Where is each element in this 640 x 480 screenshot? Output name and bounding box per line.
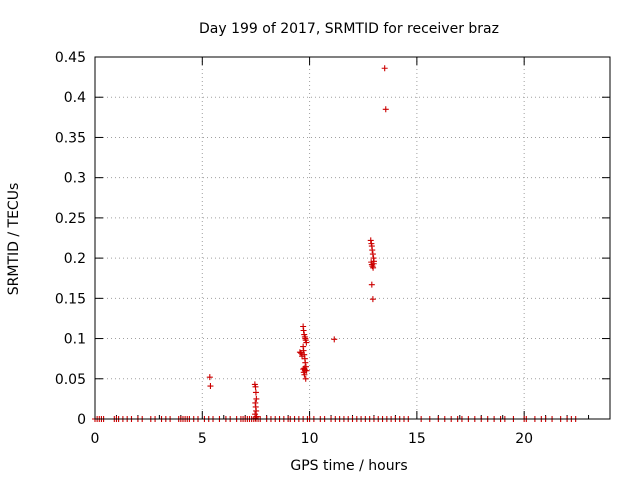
data-point bbox=[252, 389, 259, 396]
x-tick-label: 10 bbox=[301, 431, 319, 447]
data-point bbox=[382, 106, 389, 113]
y-tick-label: 0.2 bbox=[64, 251, 86, 267]
chart-title: Day 199 of 2017, SRMTID for receiver bra… bbox=[199, 21, 499, 37]
y-tick-label: 0 bbox=[77, 412, 86, 428]
data-point bbox=[301, 366, 308, 373]
data-point bbox=[369, 247, 376, 254]
data-point bbox=[300, 327, 307, 334]
x-axis-label: GPS time / hours bbox=[290, 458, 407, 474]
data-point bbox=[207, 383, 214, 390]
data-point bbox=[367, 237, 374, 244]
data-point bbox=[369, 251, 376, 258]
y-tick-label: 0.05 bbox=[55, 372, 86, 388]
data-point bbox=[253, 407, 260, 414]
y-tick-label: 0.25 bbox=[55, 211, 86, 227]
y-axis-label: SRMTID / TECUs bbox=[6, 183, 22, 296]
tick-labels: 0 0.05 0.1 0.15 0.2 0.25 0.3 0.35 0.4 0.45 0 5 10 15 2… bbox=[55, 50, 533, 447]
plot-frame bbox=[94, 56, 611, 420]
data-point bbox=[253, 395, 260, 402]
data-point bbox=[300, 347, 307, 354]
data-point bbox=[296, 349, 303, 356]
y-tick-label: 0.15 bbox=[55, 291, 86, 307]
data-point bbox=[369, 296, 376, 303]
data-point bbox=[303, 339, 310, 346]
data-point bbox=[370, 264, 377, 271]
y-tick-label: 0.35 bbox=[55, 130, 86, 146]
y-tick-label: 0.45 bbox=[55, 50, 86, 66]
data-point bbox=[368, 281, 375, 288]
data-point bbox=[370, 260, 377, 267]
grid-lines bbox=[94, 56, 610, 420]
axis-ticks bbox=[94, 56, 611, 420]
data-points bbox=[92, 65, 579, 422]
data-point bbox=[381, 65, 388, 72]
x-tick-label: 15 bbox=[408, 431, 426, 447]
x-tick-label: 0 bbox=[91, 431, 100, 447]
y-tick-label: 0.4 bbox=[64, 90, 86, 106]
y-tick-label: 0.1 bbox=[64, 332, 86, 348]
data-point bbox=[331, 336, 338, 343]
y-tick-label: 0.3 bbox=[64, 171, 86, 187]
x-tick-label: 5 bbox=[198, 431, 207, 447]
data-point bbox=[206, 374, 213, 381]
x-tick-label: 20 bbox=[515, 431, 533, 447]
data-point bbox=[302, 375, 309, 382]
data-point bbox=[302, 359, 309, 366]
data-point bbox=[301, 351, 308, 358]
data-point bbox=[252, 383, 259, 390]
